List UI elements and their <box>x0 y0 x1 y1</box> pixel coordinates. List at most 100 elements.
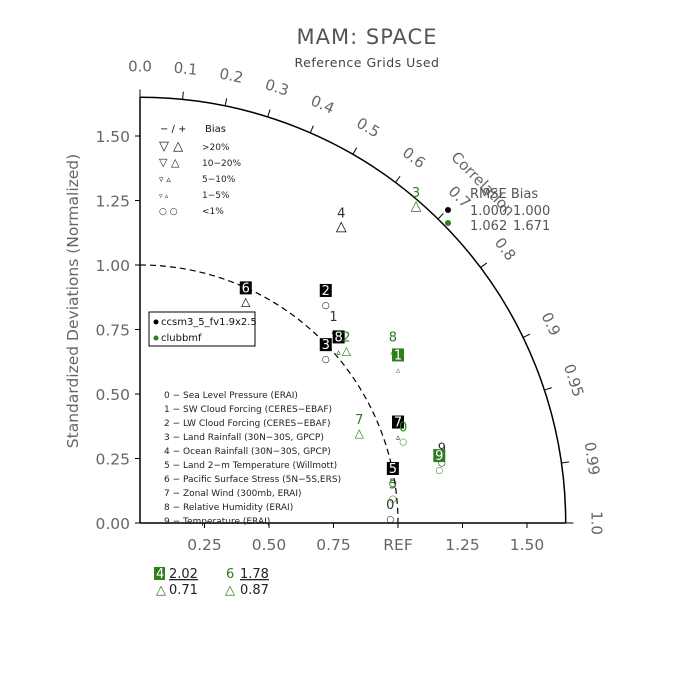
correlation-tick-label: 0.9 <box>538 309 565 338</box>
rmse-marker-model1 <box>445 207 451 213</box>
variable-4: 4 − Ocean Rainfall (30N−30S, GPCP) <box>164 447 331 457</box>
point-label: 8 <box>335 330 343 345</box>
model1-legend-dot <box>153 319 159 325</box>
bias-symbol: ○ <box>435 466 443 476</box>
offscale-1-triangle: △ <box>156 583 166 598</box>
variable-6: 6 − Pacific Surface Stress (5N−5S,ERS) <box>164 475 341 485</box>
bias-legend-symbol: ▽ △ <box>159 139 183 154</box>
y-tick-label: 1.50 <box>95 128 130 146</box>
point-model1-7: ▵7 <box>392 415 404 442</box>
point-model1-9: ○9 <box>438 441 446 468</box>
models-legend: ccsm3_5_fv1.9x2.5 clubbmf <box>148 311 257 347</box>
x-tick-label: 0.75 <box>316 536 351 554</box>
axis-ticks: 0.00 0.25 0.50 0.75 1.00 1.25 1.50 0.25 0.50 0.75… <box>95 128 544 554</box>
bias-symbol: △ <box>241 294 251 308</box>
bias-symbol: ▵ <box>396 365 400 374</box>
bias-symbol: △ <box>355 426 365 440</box>
point-model2-2: △2 <box>342 330 352 357</box>
point-label: 6 <box>242 281 250 296</box>
bias-symbol: ○ <box>322 355 330 365</box>
bias-symbol: ○ <box>438 458 446 468</box>
offscale-2-label: 6 <box>226 567 234 582</box>
variable-5: 5 − Land 2−m Temperature (Willmott) <box>164 461 337 471</box>
y-tick-label: 1.25 <box>95 193 130 211</box>
point-model2-5: ○5 <box>389 477 397 504</box>
offscale-2-bias: 0.87 <box>240 583 269 598</box>
offscale-1-box <box>154 567 165 580</box>
bias-symbol: ▵ <box>337 347 341 356</box>
point-model1-5: ○5 <box>386 461 399 489</box>
variable-8: 8 − Relative Humidity (ERAI) <box>164 503 293 513</box>
offscale-2-value: 1.78 <box>240 567 269 582</box>
bias-value-2: 1.671 <box>513 219 550 234</box>
correlation-tick-label: 0.3 <box>263 75 291 99</box>
chart-subtitle: Reference Grids Used <box>295 55 440 70</box>
point-label-box <box>392 415 404 429</box>
point-label: 3 <box>412 186 420 201</box>
point-label: 1 <box>394 348 402 363</box>
offscale-indicators: 4 2.02 △ 0.71 6 1.78 △ 0.87 <box>154 567 269 598</box>
x-tick-label: REF <box>383 536 413 554</box>
point-label-box <box>433 449 446 463</box>
point-model1-3: ○3 <box>319 338 332 365</box>
variable-1: 1 − SW Cloud Forcing (CERES−EBAF) <box>164 405 332 415</box>
correlation-tick-label: 0.8 <box>491 234 520 264</box>
variable-9: 9 − Temperature (ERAI) <box>164 517 270 527</box>
bias-legend-row-5: <1% <box>202 207 224 217</box>
bias-legend: − / + Bias ▽ △ ▽ △ ▿ ▵ ▿ ▵ ○ ○ >20% 10−20% 5… <box>159 124 241 217</box>
point-label-box <box>386 461 399 475</box>
bias-symbol: ○ <box>399 438 407 448</box>
bias-symbol: ○ <box>389 494 397 504</box>
y-tick-label: 0.75 <box>95 322 130 340</box>
bias-legend-sign: − / + <box>160 124 186 135</box>
bias-legend-row-3: 5−10% <box>202 175 236 185</box>
chart-title: MAM: SPACE <box>297 25 438 49</box>
y-tick-label: 1.00 <box>95 257 130 275</box>
correlation-tick-mark <box>480 262 488 268</box>
point-label: 7 <box>394 416 402 431</box>
point-model1-0: ○0 <box>386 498 394 525</box>
y-tick-label: 0.00 <box>95 515 130 533</box>
bias-legend-row-2: 10−20% <box>202 159 241 169</box>
rmse-bias-readout: RMSE Bias 1.000 1.000 1.062 1.671 <box>445 187 550 234</box>
bias-legend-header: Bias <box>205 124 226 135</box>
correlation-tick-label: 0.1 <box>173 59 199 79</box>
variable-list: 0 − Sea Level Pressure (ERAI) 1 − SW Clo… <box>164 391 341 527</box>
y-axis-label: Standardized Deviations (Normalized) <box>64 154 82 448</box>
variable-7: 7 − Zonal Wind (300mb, ERAI) <box>164 489 302 499</box>
correlation-tick-label: 0.99 <box>581 441 604 477</box>
point-model2-9: ○9 <box>433 449 446 476</box>
point-label: 2 <box>342 330 350 345</box>
outer-arc <box>139 96 567 524</box>
bias-symbol: ○ <box>389 479 397 489</box>
point-label: 9 <box>435 449 443 464</box>
models-legend-box <box>148 311 256 347</box>
offscale-1-label: 4 <box>156 567 164 582</box>
offscale-2-triangle: △ <box>225 583 235 598</box>
point-label-box <box>392 348 404 362</box>
point-label-box <box>319 283 332 297</box>
rmse-bias-header: RMSE Bias <box>470 187 538 202</box>
offscale-1-bias: 0.71 <box>169 583 198 598</box>
correlation-tick-mark <box>437 213 444 220</box>
point-model2-1: ▵1 <box>392 348 404 374</box>
x-tick-label: 0.50 <box>252 536 287 554</box>
model2-legend-dot <box>153 335 159 341</box>
point-label: 3 <box>322 338 330 353</box>
offscale-1-value: 2.02 <box>169 567 198 582</box>
rmse-marker-model2 <box>445 220 451 226</box>
correlation-tick-mark <box>182 91 184 100</box>
point-label: 2 <box>322 284 330 299</box>
model1-legend-label: ccsm3_5_fv1.9x2.5 <box>161 317 257 328</box>
variable-2: 2 − LW Cloud Forcing (CERES−EBAF) <box>164 419 330 429</box>
correlation-tick-label: 0.0 <box>128 58 152 76</box>
point-label: 7 <box>355 413 363 428</box>
point-model1-2: ○2 <box>319 283 332 311</box>
point-label: 5 <box>389 477 397 492</box>
point-label-box <box>319 338 332 352</box>
x-tick-label: 0.25 <box>187 536 222 554</box>
rmse-value-1: 1.000 <box>470 204 507 219</box>
point-model2-0: ○0 <box>399 421 407 448</box>
point-label: 9 <box>438 441 446 456</box>
bias-symbol: ○ <box>386 515 394 525</box>
